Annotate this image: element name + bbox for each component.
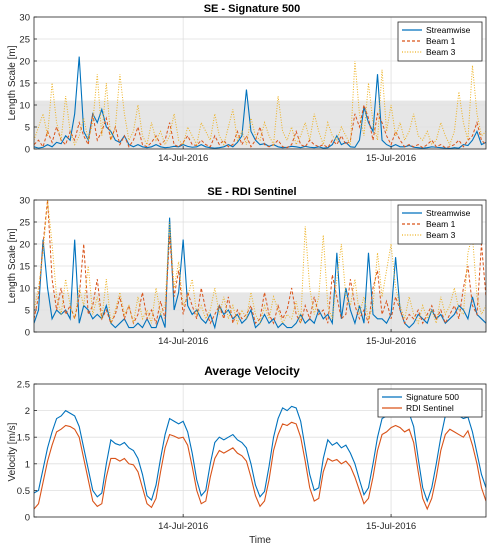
series-line <box>34 200 486 325</box>
series-line <box>34 56 486 149</box>
panel-title: SE - RDI Sentinel <box>207 186 296 198</box>
series-line <box>34 421 486 511</box>
x-tick-label: 14-Jul-2016 <box>158 153 208 164</box>
y-tick-label: 20 <box>19 240 30 251</box>
panel-title: SE - Signature 500 <box>204 3 301 15</box>
legend-label: Beam 3 <box>426 47 456 57</box>
y-tick-label: 30 <box>19 196 30 207</box>
panel-rdi-sentinel: SE - RDI Sentinel Length Scale [m] 0 5 10 1… <box>7 186 487 347</box>
legend-label: Beam 3 <box>426 230 456 240</box>
y-tick-label: 2 <box>25 406 30 417</box>
y-tick-label: 0.5 <box>17 486 30 497</box>
y-tick-label: 0 <box>25 328 30 339</box>
shaded-band <box>34 292 486 332</box>
legend-label: Beam 1 <box>426 36 456 46</box>
y-tick-label: 10 <box>19 284 30 295</box>
y-tick-label: 15 <box>19 79 30 90</box>
legend-label: Streamwise <box>426 208 471 218</box>
y-tick-label: 1 <box>25 459 30 470</box>
legend-label: Signature 500 <box>406 392 459 402</box>
x-tick-label: 15-Jul-2016 <box>366 153 416 164</box>
series-line <box>34 200 486 326</box>
y-tick-label: 5 <box>25 306 30 317</box>
y-tick-label: 25 <box>19 35 30 46</box>
y-axis-label: Length Scale [m] <box>7 45 18 120</box>
x-tick-label: 15-Jul-2016 <box>366 521 416 532</box>
y-tick-label: 30 <box>19 13 30 24</box>
panel-signature-500: SE - Signature 500 Length Scale [m] 0 5 10… <box>7 3 487 164</box>
legend-box <box>377 388 483 418</box>
y-axis-label: Velocity [m/s] <box>7 422 18 481</box>
panel-average-velocity: Average Velocity Velocity [m/s] Time 0 0.… <box>7 364 487 546</box>
y-tick-label: 5 <box>25 123 30 134</box>
series-line <box>34 103 486 149</box>
series-line <box>34 405 486 503</box>
panel-title: Average Velocity <box>204 364 300 378</box>
y-tick-label: 2.5 <box>17 380 30 391</box>
legend-box <box>397 21 483 62</box>
x-axis-label: Time <box>249 535 271 546</box>
axes-box <box>33 383 487 518</box>
y-tick-label: 25 <box>19 218 30 229</box>
legend-label: RDI Sentinel <box>406 403 454 413</box>
y-tick-label: 20 <box>19 57 30 68</box>
y-tick-label: 0 <box>25 145 30 156</box>
x-tick-label: 15-Jul-2016 <box>366 336 416 347</box>
legend-label: Streamwise <box>426 25 471 35</box>
x-tick-label: 14-Jul-2016 <box>158 336 208 347</box>
y-tick-label: 0 <box>25 513 30 524</box>
y-tick-label: 1.5 <box>17 433 30 444</box>
legend-label: Beam 1 <box>426 219 456 229</box>
y-axis-label: Length Scale [m] <box>7 228 18 303</box>
y-tick-label: 15 <box>19 262 30 273</box>
x-tick-label: 14-Jul-2016 <box>158 521 208 532</box>
shaded-band <box>34 100 486 149</box>
series-line <box>34 60 486 147</box>
y-tick-label: 10 <box>19 101 30 112</box>
